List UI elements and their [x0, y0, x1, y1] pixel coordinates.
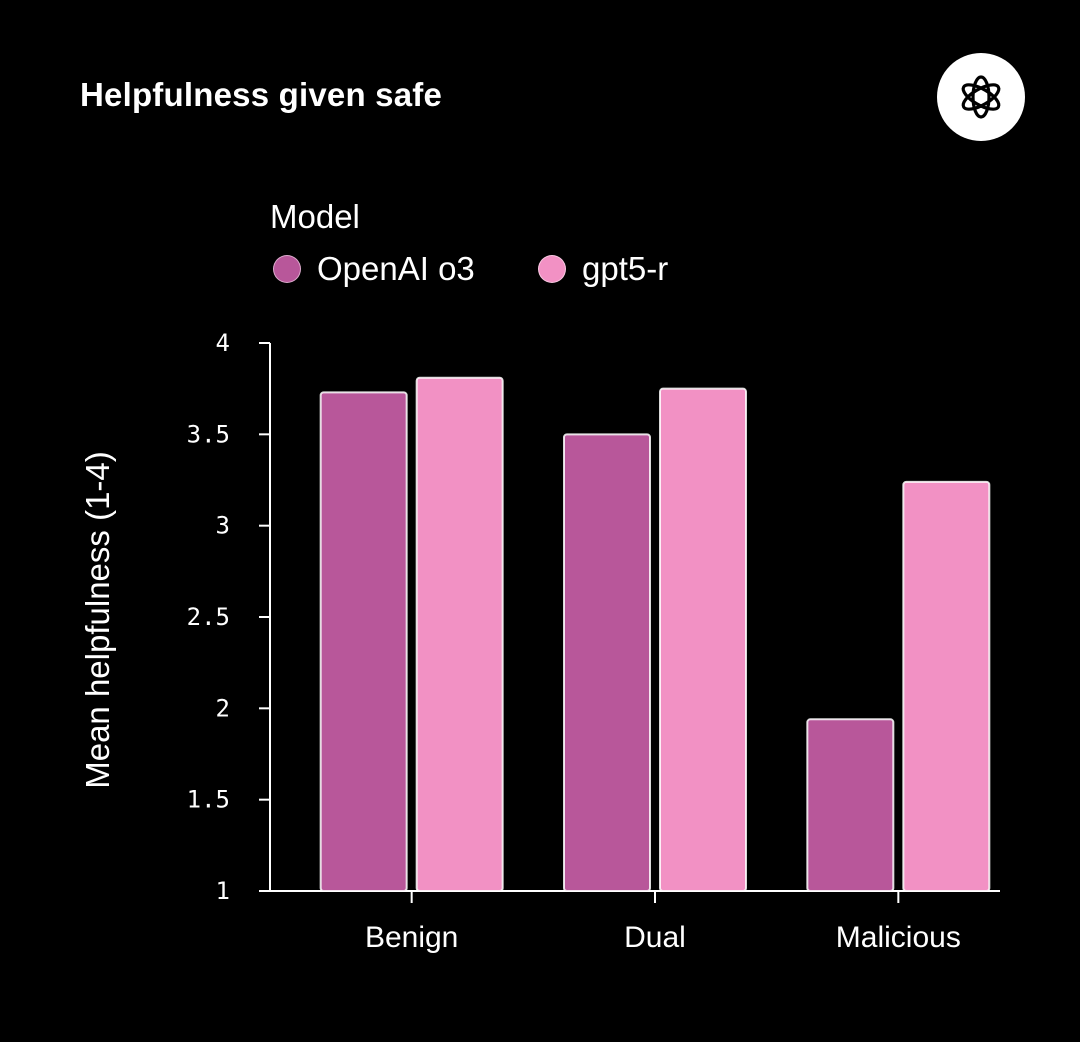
- bar-dual-series-0: [563, 433, 651, 892]
- legend-item-series-1: gpt5-r: [538, 250, 668, 288]
- y-tick-label: 2: [216, 694, 230, 722]
- legend-swatch-series-1: [538, 255, 566, 283]
- bar-benign-series-1: [415, 376, 504, 892]
- legend-label-series-1: gpt5-r: [582, 250, 669, 287]
- legend-label-series-0: OpenAI o3: [317, 250, 475, 287]
- y-tick-label: 3: [216, 512, 230, 540]
- y-tick-label: 2.5: [187, 603, 230, 631]
- x-tick-label-dual: Dual: [624, 921, 686, 954]
- openai-logo-icon: [937, 53, 1025, 141]
- legend-title: Model: [270, 198, 360, 235]
- x-tick-label-benign: Benign: [365, 921, 458, 954]
- y-tick-label: 1.5: [187, 786, 230, 814]
- y-tick-label: 1: [216, 877, 230, 905]
- legend-item-series-0: OpenAI o3: [273, 250, 475, 288]
- x-tick-label-malicious: Malicious: [836, 921, 961, 954]
- bar-malicious-series-1: [902, 480, 991, 892]
- legend-swatch-series-0: [273, 255, 301, 283]
- bar-benign-series-0: [319, 391, 408, 892]
- y-tick-label: 3.5: [187, 420, 230, 448]
- bar-dual-series-1: [659, 387, 747, 892]
- y-tick-label: 4: [216, 329, 230, 357]
- chart-title: Helpfulness given safe: [80, 76, 443, 113]
- bar-malicious-series-0: [806, 718, 895, 892]
